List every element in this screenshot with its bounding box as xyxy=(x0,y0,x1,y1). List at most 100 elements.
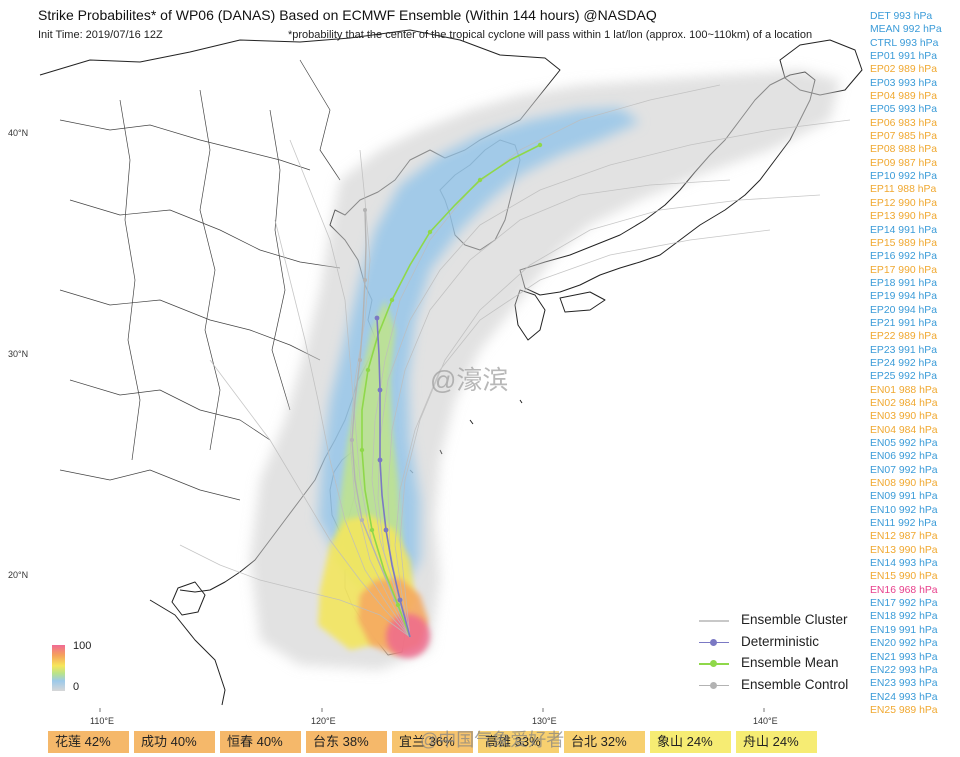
legend-marker xyxy=(710,681,717,689)
city-probability-item: 高雄 33% xyxy=(478,731,559,753)
member-pressure-item: MEAN 992 hPa xyxy=(870,24,942,36)
member-pressure-item: EP04 989 hPa xyxy=(870,91,938,103)
city-probability-item: 成功 40% xyxy=(134,731,215,753)
member-pressure-item: EP18 991 hPa xyxy=(870,277,938,289)
latitude-label-40n: 40°N xyxy=(8,128,29,138)
member-pressure-item: EN20 992 hPa xyxy=(870,638,938,650)
chart-title: Strike Probabilites* of WP06 (DANAS) Bas… xyxy=(38,7,657,23)
member-pressure-item: EN25 989 hPa xyxy=(870,704,938,716)
ensemble-mean-track xyxy=(359,142,543,638)
member-pressure-item: EN18 992 hPa xyxy=(870,611,938,623)
member-pressure-item: EP02 989 hPa xyxy=(870,64,938,76)
member-pressure-item: EP11 988 hPa xyxy=(870,184,937,196)
member-pressure-item: EP07 985 hPa xyxy=(870,131,938,143)
legend-item-ensemble-cluster: Ensemble Cluster xyxy=(697,611,867,633)
longitude-label-120e: 120°E xyxy=(311,716,336,726)
member-pressure-item: EN11 992 hPa xyxy=(870,518,937,530)
member-pressure-item: EP09 987 hPa xyxy=(870,157,938,169)
city-probability-item: 恒春 40% xyxy=(220,731,301,753)
member-pressure-item: EN01 988 hPa xyxy=(870,384,938,396)
longitude-label-130e: 130°E xyxy=(532,716,557,726)
member-pressure-item: EP14 991 hPa xyxy=(870,224,938,236)
probability-blue xyxy=(318,108,640,590)
hainan-coast xyxy=(171,581,206,616)
probability-colorbar xyxy=(52,645,65,691)
legend-item-deterministic: Deterministic xyxy=(697,633,867,655)
legend-item-ensemble-control: Ensemble Control xyxy=(697,676,867,698)
kyushu-coast xyxy=(514,289,546,341)
ensemble-cluster-tracks xyxy=(179,84,851,638)
member-pressure-item: EP22 989 hPa xyxy=(870,331,938,343)
member-pressure-item: EN13 990 hPa xyxy=(870,544,938,556)
member-pressure-item: EN16 968 hPa xyxy=(870,584,938,596)
latitude-label-30n: 30°N xyxy=(8,349,29,359)
init-time-label: Init Time: 2019/07/16 12Z xyxy=(38,29,163,41)
member-pressure-item: EP20 994 hPa xyxy=(870,304,938,316)
legend-label: Ensemble Cluster xyxy=(741,612,848,627)
member-pressure-item: EN15 990 hPa xyxy=(870,571,938,583)
member-pressure-item: EN09 991 hPa xyxy=(870,491,938,503)
watermark-center: @濠滨 xyxy=(430,365,509,395)
member-pressure-item: EN19 991 hPa xyxy=(870,624,938,636)
member-pressure-item: EN12 987 hPa xyxy=(870,531,938,543)
member-pressure-item: EN21 993 hPa xyxy=(870,651,938,663)
legend-swatch xyxy=(699,620,729,622)
member-pressure-item: EP19 994 hPa xyxy=(870,291,938,303)
legend-marker xyxy=(710,638,717,646)
member-pressure-item: EP06 983 hPa xyxy=(870,117,938,129)
member-pressure-item: EN23 993 hPa xyxy=(870,678,938,690)
member-pressure-item: EP21 991 hPa xyxy=(870,317,938,329)
longitude-label-110e: 110°E xyxy=(90,716,114,726)
member-pressure-item: EN14 993 hPa xyxy=(870,558,938,570)
member-pressure-item: EP13 990 hPa xyxy=(870,211,938,223)
city-probability-item: 象山 24% xyxy=(650,731,731,753)
member-pressure-item: EP05 993 hPa xyxy=(870,104,938,116)
member-pressure-item: EP16 992 hPa xyxy=(870,251,938,263)
shikoku-coast xyxy=(559,291,606,313)
member-pressure-item: EN17 992 hPa xyxy=(870,598,938,610)
member-pressure-item: CTRL 993 hPa xyxy=(870,37,939,49)
latitude-label-20n: 20°N xyxy=(8,570,29,580)
probability-field xyxy=(250,70,840,670)
member-pressure-item: EP01 991 hPa xyxy=(870,51,938,63)
member-pressure-item: EP10 992 hPa xyxy=(870,171,938,183)
colorbar-max-label: 100 xyxy=(73,640,92,652)
longitude-ticks xyxy=(99,708,765,712)
member-pressure-item: EN03 990 hPa xyxy=(870,411,938,423)
member-pressure-item: EP15 989 hPa xyxy=(870,237,938,249)
longitude-label-140e: 140°E xyxy=(753,716,778,726)
member-pressure-item: EN24 993 hPa xyxy=(870,691,938,703)
track-legend: Ensemble Cluster Deterministic Ensemble … xyxy=(697,611,867,697)
legend-item-ensemble-mean: Ensemble Mean xyxy=(697,654,867,676)
city-probability-item: 台北 32% xyxy=(564,731,645,753)
legend-marker xyxy=(710,660,717,667)
member-pressure-item: EP24 992 hPa xyxy=(870,357,938,369)
member-pressure-item: EN02 984 hPa xyxy=(870,397,938,409)
deterministic-track xyxy=(374,315,411,638)
provincial-borders xyxy=(59,59,341,501)
colorbar-min-label: 0 xyxy=(73,681,80,693)
member-pressure-item: EN04 984 hPa xyxy=(870,424,938,436)
member-pressure-item: EP23 991 hPa xyxy=(870,344,938,356)
member-pressure-item: EN05 992 hPa xyxy=(870,438,938,449)
member-pressure-item: DET 993 hPa xyxy=(870,11,933,22)
member-pressure-item: EP17 990 hPa xyxy=(870,264,938,276)
member-pressure-item: EN22 993 hPa xyxy=(870,664,938,676)
member-pressure-item: EN08 990 hPa xyxy=(870,478,938,490)
ryukyu-islands xyxy=(409,399,523,474)
member-pressure-item: EN07 992 hPa xyxy=(870,464,938,476)
member-pressure-item: EN10 992 hPa xyxy=(870,504,938,516)
member-pressure-item: EP12 990 hPa xyxy=(870,197,938,209)
member-pressure-item: EP25 992 hPa xyxy=(870,371,938,383)
member-pressure-item: EP08 988 hPa xyxy=(870,144,938,156)
city-probability-item: 台东 38% xyxy=(306,731,387,753)
legend-label: Ensemble Control xyxy=(741,676,849,692)
legend-label: Ensemble Mean xyxy=(741,655,839,670)
city-probability-item: 宜兰 36% xyxy=(392,731,473,753)
watermark-bottom: @中国气象爱好者 xyxy=(420,730,565,750)
member-pressure-item: EN06 992 hPa xyxy=(870,451,938,463)
member-pressure-item: EP03 993 hPa xyxy=(870,77,938,89)
vietnam-coast xyxy=(149,599,226,706)
member-pressure-list: DET 993 hPa MEAN 992 hPa CTRL 993 hPa EP01 … xyxy=(870,10,958,717)
